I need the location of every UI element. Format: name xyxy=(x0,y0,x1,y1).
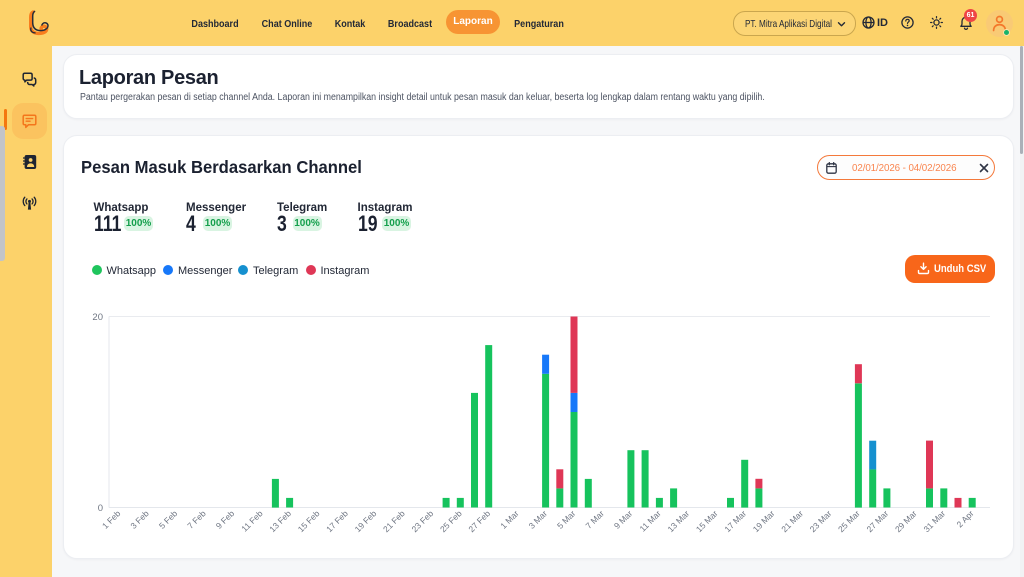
svg-text:15 Feb: 15 Feb xyxy=(296,508,322,534)
svg-text:11 Mar: 11 Mar xyxy=(637,508,662,533)
svg-text:15 Mar: 15 Mar xyxy=(694,508,720,534)
svg-text:9 Mar: 9 Mar xyxy=(612,508,635,531)
svg-text:27 Mar: 27 Mar xyxy=(865,508,891,534)
svg-text:31 Mar: 31 Mar xyxy=(921,508,947,534)
svg-text:27 Feb: 27 Feb xyxy=(466,508,492,534)
svg-text:29 Mar: 29 Mar xyxy=(893,508,919,534)
svg-text:7 Feb: 7 Feb xyxy=(185,508,208,531)
svg-text:0: 0 xyxy=(98,503,103,514)
svg-text:5 Feb: 5 Feb xyxy=(157,508,180,531)
svg-text:25 Mar: 25 Mar xyxy=(836,508,862,534)
svg-text:9 Feb: 9 Feb xyxy=(214,508,237,531)
svg-text:1 Feb: 1 Feb xyxy=(100,508,123,531)
svg-text:23 Feb: 23 Feb xyxy=(409,508,435,534)
svg-text:3 Feb: 3 Feb xyxy=(128,508,151,531)
svg-text:25 Feb: 25 Feb xyxy=(438,508,464,534)
svg-text:20: 20 xyxy=(92,312,103,323)
svg-text:5 Mar: 5 Mar xyxy=(555,508,578,531)
svg-text:1 Mar: 1 Mar xyxy=(498,508,521,531)
svg-text:2 Apr: 2 Apr xyxy=(955,508,976,529)
svg-text:23 Mar: 23 Mar xyxy=(808,508,834,534)
svg-text:19 Feb: 19 Feb xyxy=(353,508,379,534)
svg-text:13 Mar: 13 Mar xyxy=(665,508,691,534)
svg-text:19 Mar: 19 Mar xyxy=(751,508,777,534)
svg-text:3 Mar: 3 Mar xyxy=(527,508,550,531)
svg-text:7 Mar: 7 Mar xyxy=(583,508,606,531)
svg-text:17 Feb: 17 Feb xyxy=(324,508,350,534)
svg-text:17 Mar: 17 Mar xyxy=(722,508,748,534)
svg-text:21 Feb: 21 Feb xyxy=(381,508,407,534)
svg-text:11 Feb: 11 Feb xyxy=(239,508,265,534)
svg-text:21 Mar: 21 Mar xyxy=(779,508,805,534)
svg-text:13 Feb: 13 Feb xyxy=(267,508,293,534)
